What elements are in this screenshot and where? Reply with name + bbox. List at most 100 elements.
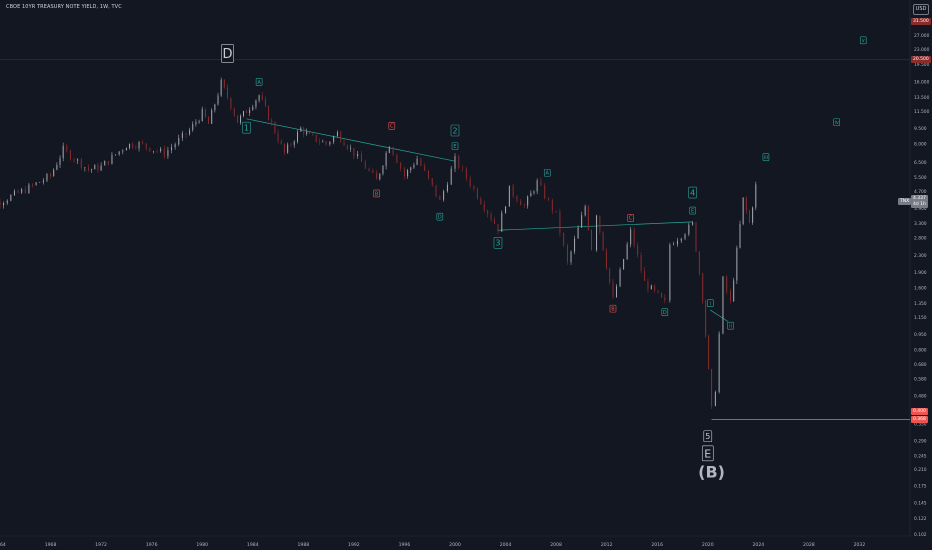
candle-body xyxy=(17,190,19,193)
x-tick-label: 1968 xyxy=(45,542,57,548)
candle-body xyxy=(230,97,232,109)
candle-body xyxy=(505,206,507,213)
x-axis: 1964 1968 1972 1976 1980 1984 1988 1992 1996 2000… xyxy=(0,542,865,548)
candle-body xyxy=(167,150,169,157)
x-tick-label: 2024 xyxy=(752,542,764,548)
y-tick-label: 0.680 xyxy=(914,362,927,368)
chart-title: CBOE 10YR TREASURY NOTE YIELD, 1W, TVC xyxy=(6,4,122,10)
candle-body xyxy=(497,224,499,232)
candle-body xyxy=(487,210,489,215)
candle-body xyxy=(122,150,124,152)
wave-label: E xyxy=(704,447,711,460)
candle-body xyxy=(469,178,471,187)
trend-line xyxy=(497,221,693,231)
candle-body xyxy=(544,185,546,199)
wave-label-box xyxy=(388,122,396,130)
price-tag: 0.400 xyxy=(911,408,928,416)
candle-body xyxy=(591,229,592,251)
candle-body xyxy=(237,115,239,123)
candle-body xyxy=(443,191,445,200)
candle-body xyxy=(407,170,409,177)
candle-body xyxy=(66,145,68,151)
wave-label: B xyxy=(611,306,615,312)
y-tick-label: 0.175 xyxy=(914,484,927,490)
wave-label-major: (B) xyxy=(698,463,725,482)
price-series xyxy=(0,77,757,409)
candle-body xyxy=(192,124,194,131)
candle-body xyxy=(454,156,456,169)
candle-body xyxy=(730,291,732,302)
price-tag: TNX xyxy=(898,198,912,206)
candle-body xyxy=(563,232,565,246)
wave-label-box xyxy=(703,430,713,443)
candle-body xyxy=(353,148,355,157)
candle-body xyxy=(599,215,601,232)
candle-body xyxy=(577,227,579,239)
candle-body xyxy=(533,191,535,193)
candle-body xyxy=(185,133,187,135)
candle-body xyxy=(574,238,576,252)
wave-label: D xyxy=(222,47,232,62)
candle-body xyxy=(630,229,632,245)
candle-body xyxy=(243,111,245,116)
candle-body xyxy=(13,190,15,196)
candle-body xyxy=(10,195,12,201)
candle-body xyxy=(118,151,120,155)
wave-label: B xyxy=(375,191,379,197)
candle-body xyxy=(540,180,542,186)
candle-body xyxy=(462,167,464,169)
candle-body xyxy=(392,147,394,155)
candle-body xyxy=(684,234,686,239)
wave-label-box xyxy=(859,36,867,45)
price-tag: 31.500 xyxy=(911,17,931,25)
candle-body xyxy=(748,210,750,223)
candle-body xyxy=(551,199,553,211)
wave-label: 3 xyxy=(495,239,500,248)
candle-body xyxy=(501,212,503,232)
wave-label-box xyxy=(242,121,251,134)
y-tick-label: 4.700 xyxy=(914,189,927,195)
y-tick-label: 1.350 xyxy=(914,301,927,307)
candle-body xyxy=(336,132,338,137)
y-tick-label: 2.300 xyxy=(914,253,927,259)
candle-body xyxy=(650,285,652,290)
candle-body xyxy=(156,150,158,152)
candle-body xyxy=(233,108,235,116)
candle-body xyxy=(640,255,642,271)
candle-body xyxy=(626,244,628,260)
y-tick-label: 0.800 xyxy=(914,348,927,354)
candle-body xyxy=(152,150,154,152)
candle-body xyxy=(77,159,79,161)
candle-body xyxy=(149,147,151,152)
candle-body xyxy=(372,170,374,173)
candle-body xyxy=(755,184,757,208)
candle-body xyxy=(676,240,678,245)
candle-body xyxy=(135,147,137,149)
candle-body xyxy=(107,161,109,164)
candle-body xyxy=(84,167,86,168)
candle-body xyxy=(664,297,666,301)
wave-label: C xyxy=(390,124,394,130)
candle-body xyxy=(524,205,526,206)
candle-body xyxy=(379,173,381,180)
candle-body xyxy=(490,214,492,220)
currency-button[interactable]: USD xyxy=(913,4,929,15)
candle-body xyxy=(303,127,305,135)
candle-body xyxy=(368,168,370,171)
wave-label-box xyxy=(689,206,696,215)
price-tag: 0.368 xyxy=(911,415,928,423)
candle-body xyxy=(476,188,478,199)
candle-body xyxy=(115,154,117,155)
candle-body xyxy=(548,198,550,200)
wave-label-box xyxy=(762,153,770,162)
candle-body xyxy=(644,270,646,281)
candle-body xyxy=(396,154,398,164)
y-tick-label: 1.600 xyxy=(914,286,927,292)
candle-body xyxy=(702,273,704,301)
wave-label-box xyxy=(436,212,444,221)
wave-label: D xyxy=(663,310,667,316)
candle-body xyxy=(268,106,270,121)
candle-body xyxy=(435,185,437,197)
